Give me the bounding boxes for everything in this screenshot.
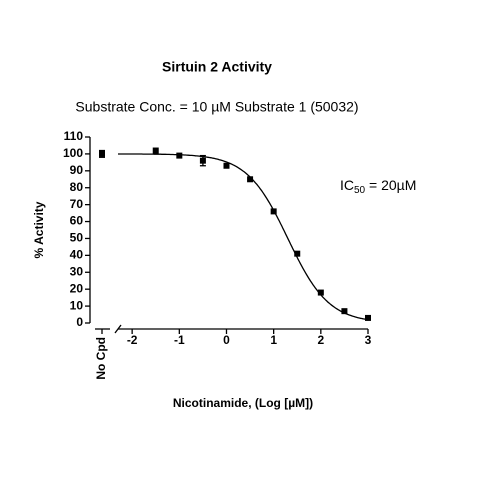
annotation-part: IC <box>340 177 354 193</box>
axis-break <box>114 324 122 334</box>
x-tick-label: 2 <box>317 333 324 347</box>
point <box>317 289 324 296</box>
x-tick-label: -2 <box>127 333 138 347</box>
y-tick-label: 20 <box>70 281 84 295</box>
y-tick-label: 90 <box>70 163 84 177</box>
x-tick-label: 0 <box>223 333 230 347</box>
annotation-sub: 50 <box>354 185 366 196</box>
x-tick-label: 3 <box>365 333 372 347</box>
point <box>199 157 206 164</box>
y-axis-label: % Activity <box>32 201 46 258</box>
point <box>365 314 371 321</box>
point <box>294 250 301 257</box>
fit-curve <box>118 153 369 321</box>
x-axis-label: Nicotinamide, (Log [µM]) <box>173 396 313 410</box>
y-tick-label: 40 <box>70 248 84 262</box>
annotation-part: = 20µM <box>365 177 416 193</box>
annotation: IC50 = 20µM <box>340 177 416 196</box>
point <box>152 147 159 154</box>
y-tick-label: 0 <box>76 315 83 329</box>
point <box>247 176 254 183</box>
y-tick-label: 30 <box>70 264 84 278</box>
chart-title: Sirtuin 2 Activity <box>162 59 272 75</box>
x-tick-label: No Cpd <box>94 337 108 380</box>
x-tick-label: -1 <box>174 333 185 347</box>
point <box>176 152 183 159</box>
y-tick-label: 60 <box>70 214 84 228</box>
y-tick-label: 70 <box>70 197 84 211</box>
y-tick-label: 10 <box>70 298 84 312</box>
y-tick-label: 100 <box>63 146 83 160</box>
y-tick-label: 80 <box>70 180 84 194</box>
point <box>223 162 230 169</box>
point <box>270 208 277 215</box>
y-tick-label: 110 <box>64 129 84 143</box>
x-tick-label: 1 <box>270 333 277 347</box>
chart-subtitle: Substrate Conc. = 10 µM Substrate 1 (500… <box>75 99 358 115</box>
point <box>341 308 348 315</box>
point <box>99 150 105 157</box>
y-tick-label: 50 <box>70 231 84 245</box>
